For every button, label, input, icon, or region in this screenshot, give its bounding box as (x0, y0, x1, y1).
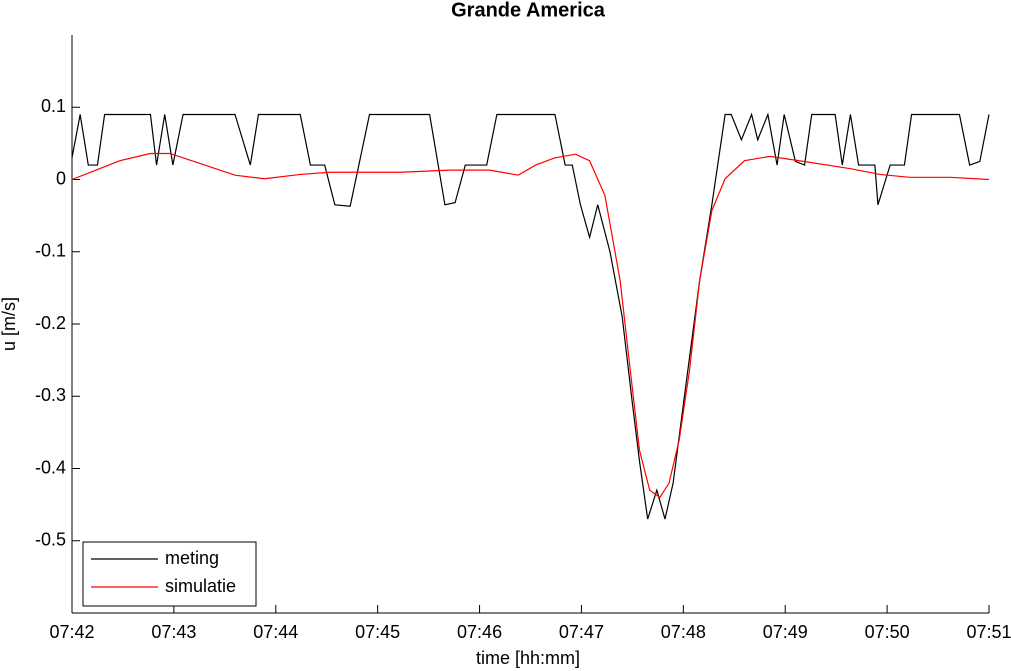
y-tick-label: -0.3 (35, 385, 66, 405)
x-tick-label: 07:42 (49, 622, 94, 642)
x-tick-label: 07:44 (253, 622, 298, 642)
x-tick-label: 07:50 (865, 622, 910, 642)
series-line (71, 152, 990, 499)
legend-label: meting (165, 548, 219, 568)
y-tick-label: 0 (56, 168, 66, 188)
y-axis-label: u [m/s] (0, 297, 19, 351)
legend-box (82, 541, 257, 607)
series-line (71, 112, 990, 520)
x-tick-label: 07:46 (457, 622, 502, 642)
chart-title: Grande America (451, 0, 606, 21)
y-tick-label: -0.2 (35, 313, 66, 333)
x-tick-label: 07:49 (763, 622, 808, 642)
x-tick-label: 07:48 (661, 622, 706, 642)
y-tick-label: -0.1 (35, 241, 66, 261)
x-tick-label: 07:45 (355, 622, 400, 642)
x-tick-label: 07:43 (151, 622, 196, 642)
x-tick-label: 07:47 (559, 622, 604, 642)
y-tick-label: -0.5 (35, 530, 66, 550)
x-tick-label: 07:51 (966, 622, 1011, 642)
x-axis-label: time [hh:mm] (476, 648, 580, 668)
y-tick-label: 0.1 (41, 96, 66, 116)
y-tick-label: -0.4 (35, 457, 66, 477)
legend-label: simulatie (165, 576, 236, 596)
